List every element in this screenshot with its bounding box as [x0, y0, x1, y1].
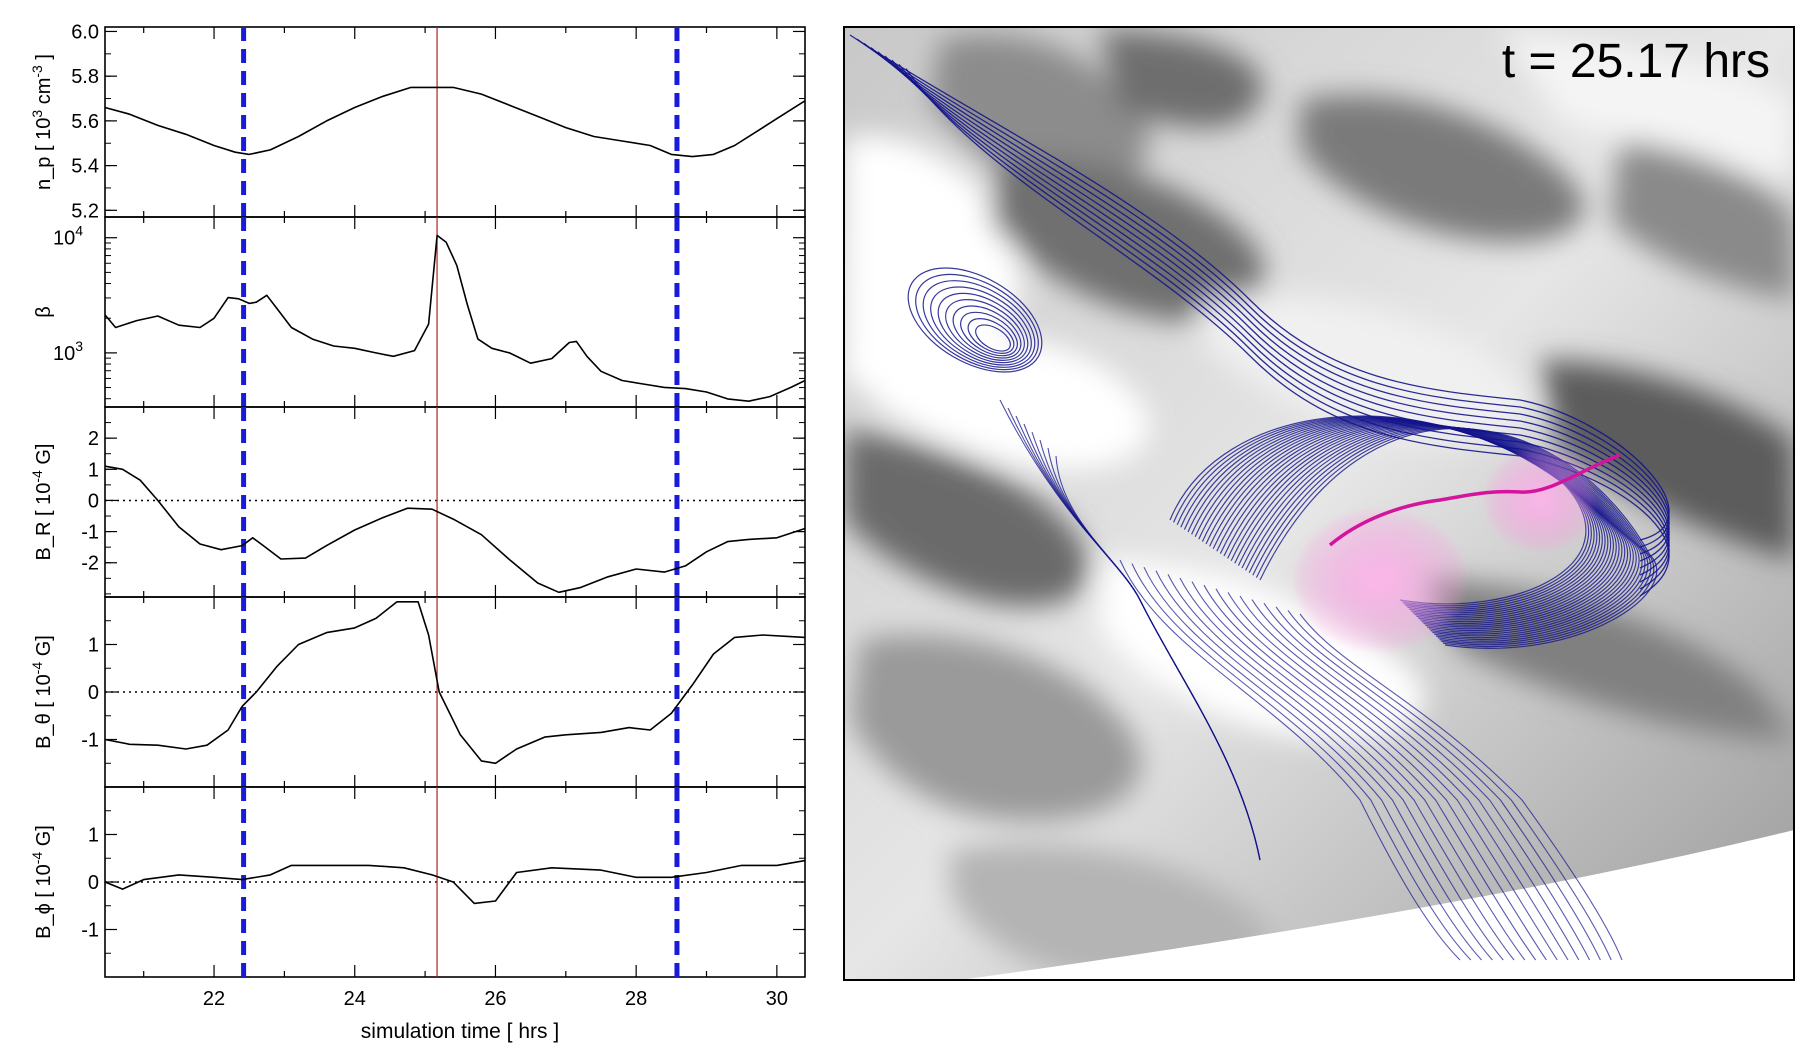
x-tick-label: 26 — [484, 988, 506, 1010]
y-tick-label: 1 — [88, 825, 99, 847]
fieldline — [1263, 602, 1591, 961]
y-tick-exponent: 4 — [75, 223, 83, 239]
panel-beta: 103 104 β — [33, 216, 806, 408]
timestamp-label: t = 25.17 hrs — [1502, 35, 1770, 88]
fieldline — [930, 286, 1032, 366]
y-tick-label: 0 — [88, 490, 99, 512]
fieldline — [1239, 595, 1569, 961]
y-tick-label: -1 — [81, 522, 99, 544]
fieldline — [863, 42, 1670, 555]
fieldline — [1245, 426, 1646, 642]
fieldline — [1255, 427, 1655, 648]
fieldline — [884, 55, 1670, 576]
fieldline — [891, 59, 1670, 583]
fieldline — [1237, 425, 1640, 639]
series-line-beta — [104, 234, 806, 402]
fieldline — [1259, 427, 1658, 649]
fieldline — [1251, 599, 1580, 961]
y-tick-label: 1 — [88, 635, 99, 657]
series-line-B_phi — [104, 859, 806, 905]
x-tick-label: 22 — [203, 988, 225, 1010]
panel-n_p: 5.2 5.4 5.6 5.8 6.0 n_p [ 103 cm-3 ] — [29, 21, 806, 222]
fieldline — [1131, 563, 1472, 961]
fieldline — [1287, 610, 1612, 961]
fieldline — [1179, 577, 1515, 961]
fieldline — [1299, 613, 1623, 961]
x-tick-label: 28 — [625, 988, 647, 1010]
panel-frame — [104, 216, 806, 408]
y-tick-label: 104 — [53, 223, 83, 250]
fieldline — [937, 292, 1029, 364]
panel-frame — [104, 406, 806, 598]
fieldline — [1143, 566, 1483, 961]
fieldline — [1227, 424, 1631, 633]
fieldline — [1119, 559, 1461, 961]
y-tick-label: 2 — [88, 428, 99, 450]
fieldline — [856, 38, 1670, 548]
highlight-fieldline — [1328, 453, 1621, 547]
surface-edge-white — [960, 830, 1794, 980]
series-line-B_R — [104, 465, 806, 594]
y-axis-title: β — [33, 306, 55, 318]
series-line-B_theta — [104, 601, 806, 765]
y-axis-title: n_p [ 103 cm-3 ] — [29, 54, 55, 190]
x-axis-title: simulation time [ hrs ] — [361, 1020, 559, 1043]
y-tick-label: 103 — [53, 338, 83, 365]
fieldline — [870, 47, 1670, 562]
y-axis-title: B_R [ 10-4 G] — [29, 444, 55, 561]
time-series-panels: 5.25.45.65.86.0n_p [ 103 cm-3 ]103104β-2… — [29, 21, 806, 1010]
fieldline — [960, 311, 1018, 357]
fieldline — [907, 267, 1043, 373]
fieldline — [1203, 584, 1537, 961]
fieldline — [1155, 570, 1493, 961]
panel-B_phi: -1 0 1 B_ϕ [ 10-4 G] 22 24 26 28 30 — [29, 786, 806, 1010]
fieldline — [1167, 574, 1504, 961]
fieldline — [1215, 588, 1547, 961]
y-tick-label: 0 — [88, 682, 99, 704]
y-axis-title: B_ϕ [ 10-4 G] — [29, 825, 55, 939]
y-tick-label: 6.0 — [71, 21, 99, 43]
y-tick-exponent: 3 — [75, 338, 83, 354]
visualization-frame — [843, 26, 1795, 981]
fieldline — [967, 318, 1015, 354]
x-tick-label: 30 — [766, 988, 788, 1010]
panel-B_R: -2 -1 0 1 2 B_R [ 10-4 G] — [29, 406, 806, 598]
y-tick-label: 1 — [88, 459, 99, 481]
y-tick-label: -1 — [81, 730, 99, 752]
fieldline — [1191, 581, 1526, 961]
fieldline — [945, 299, 1025, 361]
y-tick-label: 5.6 — [71, 111, 99, 133]
fieldline — [877, 51, 1670, 569]
y-tick-label: 0 — [88, 872, 99, 894]
fieldline — [952, 305, 1022, 359]
fieldline — [975, 324, 1011, 352]
x-tick-label: 24 — [344, 988, 366, 1010]
fieldline — [1055, 455, 1261, 861]
panel-frame — [104, 26, 806, 218]
fieldline — [1227, 592, 1558, 961]
fieldline — [1248, 426, 1649, 644]
fieldline — [1234, 425, 1637, 637]
y-tick-label: -1 — [81, 920, 99, 942]
y-axis-title: B_θ [ 10-4 G] — [29, 635, 55, 749]
fieldline — [922, 280, 1036, 368]
fieldline — [849, 34, 1670, 541]
series-line-n_p — [104, 86, 806, 158]
fieldline — [915, 273, 1039, 371]
fieldline — [1252, 427, 1652, 646]
y-tick-label: 5.2 — [71, 200, 99, 222]
magenta-bubble — [1295, 450, 1595, 650]
fieldline — [898, 64, 1670, 590]
fieldline — [1241, 425, 1643, 640]
fieldline — [1275, 606, 1601, 961]
y-tick-label: 5.4 — [71, 156, 99, 178]
fieldline — [1230, 424, 1634, 635]
y-tick-label: 5.8 — [71, 66, 99, 88]
y-tick-label: -2 — [81, 553, 99, 575]
panel-B_theta: -1 0 1 B_θ [ 10-4 G] — [29, 596, 806, 788]
fieldline-visualization: t = 25.17 hrs — [844, 27, 1794, 980]
